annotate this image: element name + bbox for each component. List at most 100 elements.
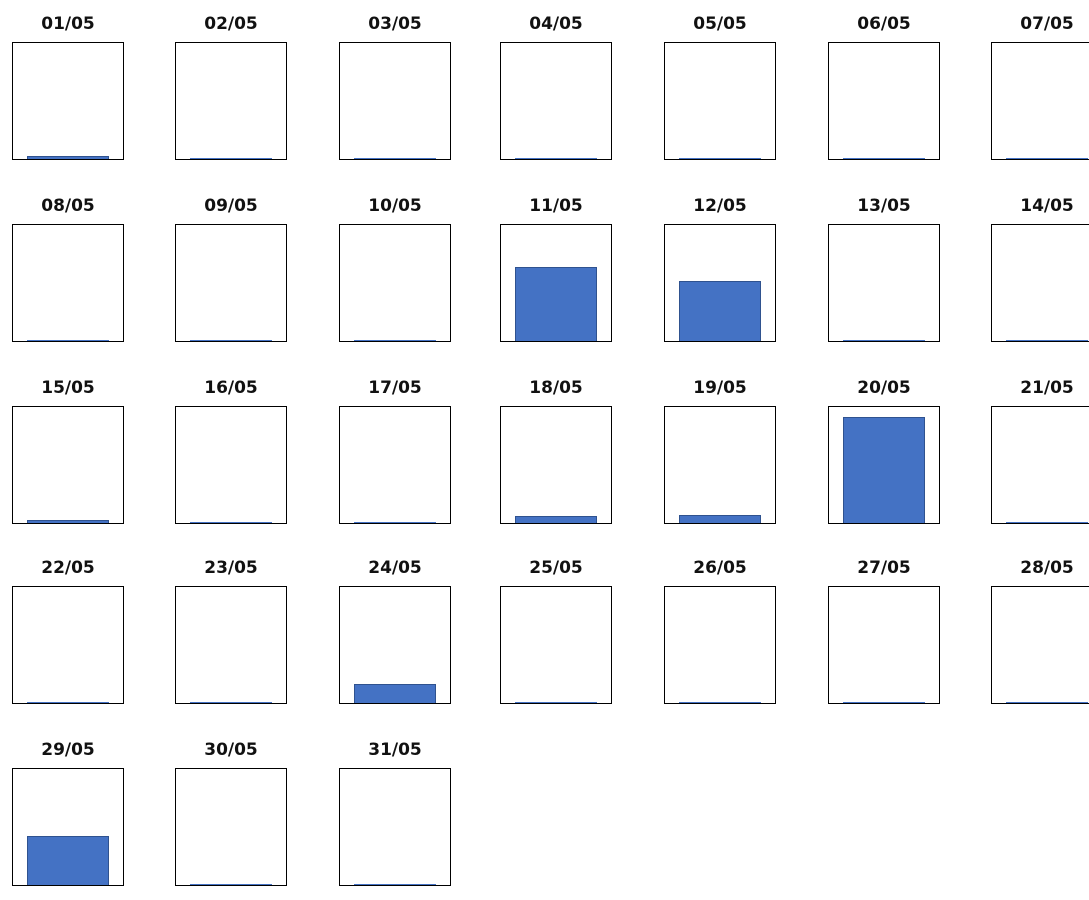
panel-plot-area xyxy=(664,406,776,524)
bar xyxy=(843,702,925,703)
bar xyxy=(190,884,272,885)
bar xyxy=(354,522,436,523)
panel-plot-area xyxy=(828,586,940,704)
panel-date-label: 23/05 xyxy=(204,558,258,578)
panel-plot-area xyxy=(175,406,287,524)
panel-date-label: 05/05 xyxy=(693,14,747,34)
panel-date-label: 26/05 xyxy=(693,558,747,578)
bar xyxy=(190,340,272,341)
panel-date-label: 13/05 xyxy=(857,196,911,216)
panel-date-label: 15/05 xyxy=(41,378,95,398)
panel-date-label: 08/05 xyxy=(41,196,95,216)
panel-25-05: 25/05 xyxy=(500,558,612,718)
bar xyxy=(27,520,109,523)
panel-07-05: 07/05 xyxy=(991,14,1089,174)
panel-date-label: 22/05 xyxy=(41,558,95,578)
panel-15-05: 15/05 xyxy=(12,378,124,538)
panel-08-05: 08/05 xyxy=(12,196,124,356)
panel-plot-area xyxy=(339,406,451,524)
panel-plot-area xyxy=(12,224,124,342)
panel-14-05: 14/05 xyxy=(991,196,1089,356)
panel-06-05: 06/05 xyxy=(828,14,940,174)
panel-date-label: 27/05 xyxy=(857,558,911,578)
panel-27-05: 27/05 xyxy=(828,558,940,718)
panel-date-label: 21/05 xyxy=(1020,378,1074,398)
panel-plot-area xyxy=(500,586,612,704)
bar xyxy=(190,158,272,159)
panel-date-label: 03/05 xyxy=(368,14,422,34)
panel-plot-area xyxy=(991,586,1089,704)
panel-date-label: 18/05 xyxy=(529,378,583,398)
panel-date-label: 11/05 xyxy=(529,196,583,216)
panel-13-05: 13/05 xyxy=(828,196,940,356)
panel-plot-area xyxy=(12,768,124,886)
panel-date-label: 19/05 xyxy=(693,378,747,398)
bar xyxy=(27,340,109,341)
panel-plot-area xyxy=(500,406,612,524)
bar xyxy=(354,158,436,159)
panel-date-label: 30/05 xyxy=(204,740,258,760)
bar xyxy=(679,158,761,159)
panel-plot-area xyxy=(175,42,287,160)
panel-date-label: 25/05 xyxy=(529,558,583,578)
bar xyxy=(27,702,109,703)
bar xyxy=(27,836,109,885)
bar xyxy=(679,515,761,523)
panel-date-label: 29/05 xyxy=(41,740,95,760)
panel-date-label: 16/05 xyxy=(204,378,258,398)
panel-plot-area xyxy=(664,586,776,704)
panel-plot-area xyxy=(12,42,124,160)
panel-plot-area xyxy=(828,42,940,160)
panel-plot-area xyxy=(664,42,776,160)
panel-date-label: 06/05 xyxy=(857,14,911,34)
panel-09-05: 09/05 xyxy=(175,196,287,356)
panel-plot-area xyxy=(339,768,451,886)
panel-26-05: 26/05 xyxy=(664,558,776,718)
panel-02-05: 02/05 xyxy=(175,14,287,174)
panel-12-05: 12/05 xyxy=(664,196,776,356)
panel-31-05: 31/05 xyxy=(339,740,451,900)
bar xyxy=(190,702,272,703)
panel-28-05: 28/05 xyxy=(991,558,1089,718)
panel-03-05: 03/05 xyxy=(339,14,451,174)
panel-29-05: 29/05 xyxy=(12,740,124,900)
panel-30-05: 30/05 xyxy=(175,740,287,900)
bar xyxy=(515,158,597,159)
bar xyxy=(354,340,436,341)
panel-date-label: 31/05 xyxy=(368,740,422,760)
bar xyxy=(843,417,925,523)
panel-plot-area xyxy=(339,42,451,160)
panel-24-05: 24/05 xyxy=(339,558,451,718)
panel-16-05: 16/05 xyxy=(175,378,287,538)
panel-11-05: 11/05 xyxy=(500,196,612,356)
panel-date-label: 01/05 xyxy=(41,14,95,34)
panel-plot-area xyxy=(991,42,1089,160)
panel-plot-area xyxy=(991,224,1089,342)
bar xyxy=(354,684,436,703)
panel-plot-area xyxy=(175,586,287,704)
panel-01-05: 01/05 xyxy=(12,14,124,174)
panel-date-label: 28/05 xyxy=(1020,558,1074,578)
panel-plot-area xyxy=(828,224,940,342)
bar xyxy=(1006,522,1088,523)
panel-date-label: 10/05 xyxy=(368,196,422,216)
panel-18-05: 18/05 xyxy=(500,378,612,538)
panel-date-label: 12/05 xyxy=(693,196,747,216)
panel-plot-area xyxy=(991,406,1089,524)
panel-plot-area xyxy=(175,768,287,886)
bar xyxy=(515,267,597,341)
panel-plot-area xyxy=(175,224,287,342)
bar xyxy=(843,158,925,159)
bar xyxy=(679,702,761,703)
bar xyxy=(190,522,272,523)
bar xyxy=(1006,702,1088,703)
panel-date-label: 24/05 xyxy=(368,558,422,578)
panel-20-05: 20/05 xyxy=(828,378,940,538)
bar xyxy=(515,516,597,523)
bar xyxy=(354,884,436,885)
panel-21-05: 21/05 xyxy=(991,378,1089,538)
bar xyxy=(679,281,761,341)
panel-date-label: 07/05 xyxy=(1020,14,1074,34)
bar xyxy=(843,340,925,341)
panel-17-05: 17/05 xyxy=(339,378,451,538)
